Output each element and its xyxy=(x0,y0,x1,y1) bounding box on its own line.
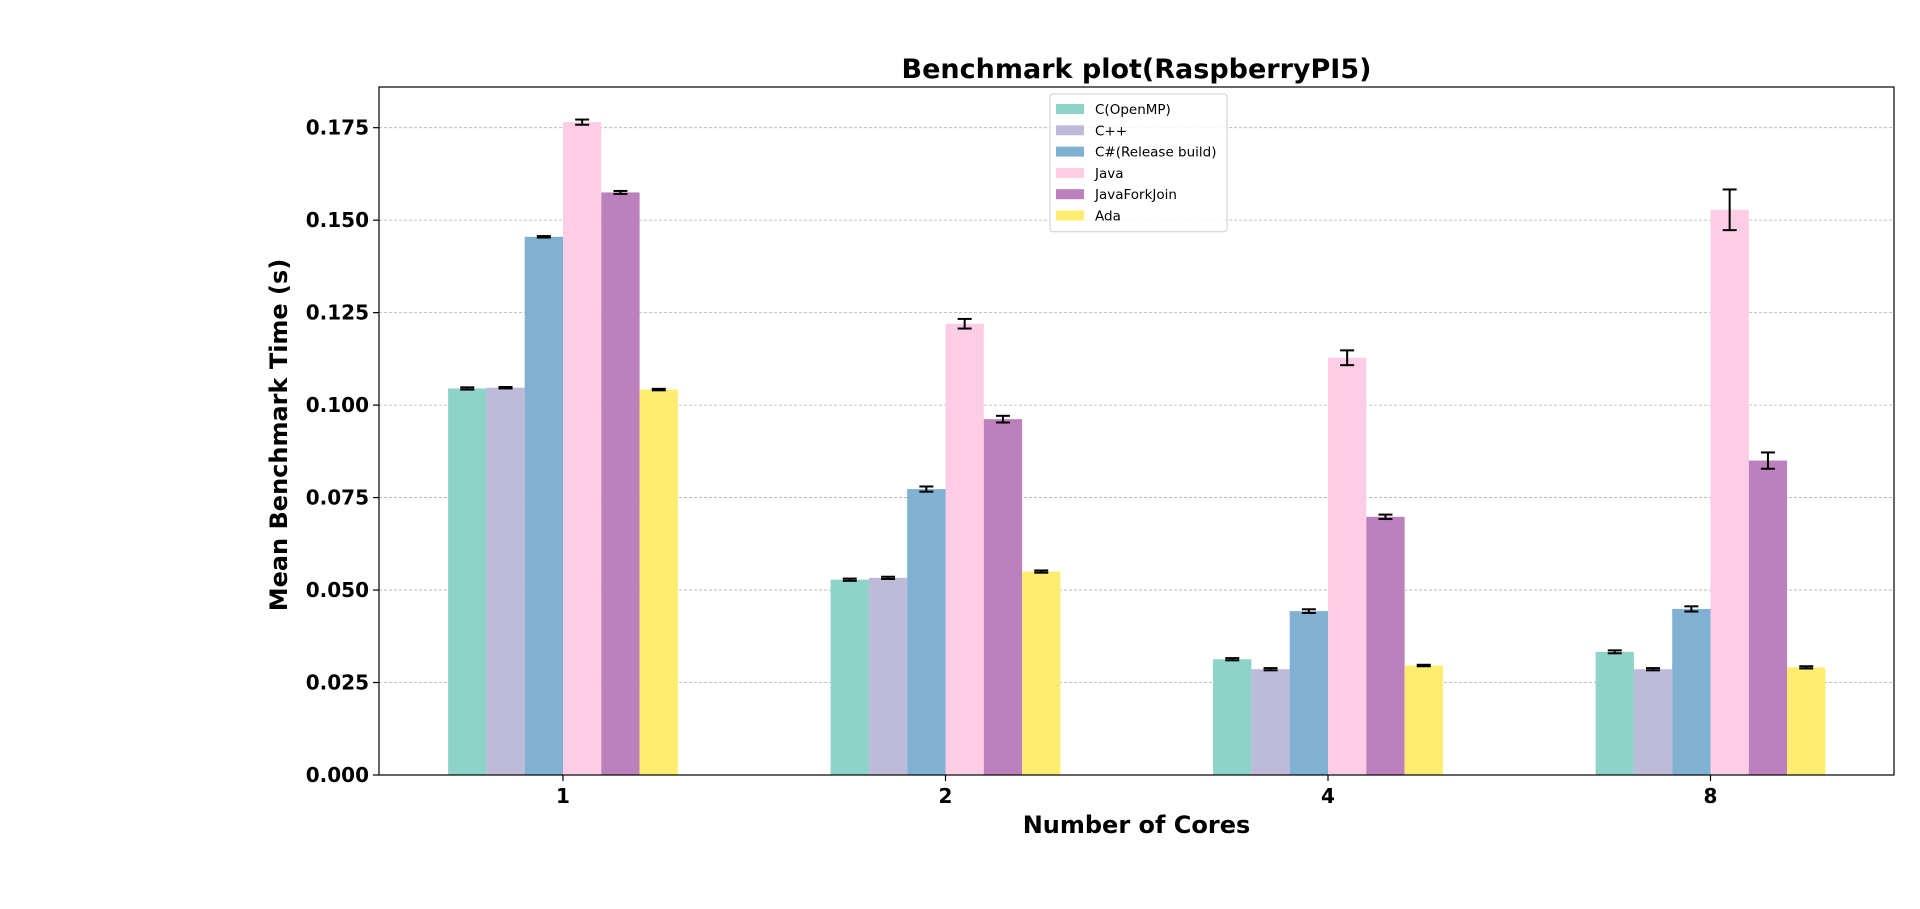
bar xyxy=(1633,669,1673,775)
chart-title: Benchmark plot(RaspberryPI5) xyxy=(902,54,1372,85)
legend-swatch xyxy=(1056,146,1084,157)
bar xyxy=(1787,667,1826,775)
y-tick-label: 0.000 xyxy=(306,763,369,787)
error-bar xyxy=(1799,665,1814,670)
x-tick-label: 2 xyxy=(939,784,953,808)
y-tick-label: 0.075 xyxy=(306,486,369,510)
legend-swatch xyxy=(1056,104,1084,114)
bar xyxy=(1213,659,1252,775)
legend-entry: JavaForkJoin xyxy=(1094,187,1177,203)
bar xyxy=(830,579,869,775)
bar xyxy=(563,122,602,776)
bars xyxy=(448,122,1826,776)
bar xyxy=(1404,665,1443,775)
legend-swatch xyxy=(1056,189,1084,200)
legend-swatch xyxy=(1056,210,1084,221)
legend: C(OpenMP) C++ C#(Release build) Java JavaFor… xyxy=(1049,93,1228,233)
legend-swatch xyxy=(1056,125,1084,136)
y-tick-label: 0.025 xyxy=(306,671,369,695)
error-bar xyxy=(613,189,628,195)
error-bar xyxy=(1684,605,1699,613)
bar xyxy=(639,389,678,775)
y-axis-label: Mean Benchmark Time (s) xyxy=(265,259,293,612)
error-bar xyxy=(1607,649,1622,655)
error-bar xyxy=(498,385,513,390)
error-bar xyxy=(1722,188,1737,232)
plot-area-frame xyxy=(378,86,1895,776)
bar xyxy=(524,236,563,775)
bar xyxy=(1022,571,1061,775)
error-bar xyxy=(1225,657,1240,662)
legend-entry: Ada xyxy=(1095,209,1121,225)
error-bar xyxy=(1340,349,1355,367)
bar xyxy=(1672,608,1711,775)
bar xyxy=(945,323,984,775)
bar xyxy=(1328,357,1367,775)
bar xyxy=(868,577,908,775)
y-tick-label: 0.175 xyxy=(306,116,369,140)
bar xyxy=(1710,209,1749,775)
error-bar xyxy=(1646,667,1661,672)
bar xyxy=(907,489,946,775)
legend-entry: C++ xyxy=(1095,123,1127,139)
error-bar xyxy=(1301,608,1316,614)
y-tick-label: 0.125 xyxy=(306,301,369,325)
error-bar xyxy=(651,387,666,392)
legend-entry: C#(Release build) xyxy=(1095,145,1217,161)
bar xyxy=(448,388,487,775)
legend-frame xyxy=(1049,93,1228,233)
error-bar xyxy=(460,386,475,391)
x-tick-label: 4 xyxy=(1321,784,1335,808)
legend-entry: C(OpenMP) xyxy=(1095,102,1171,118)
bar xyxy=(1748,460,1788,775)
legend-entry: Java xyxy=(1094,166,1124,182)
error-bar xyxy=(1263,667,1278,672)
x-axis-ticks: 1 2 4 8 xyxy=(556,775,1717,808)
y-tick-label: 0.150 xyxy=(306,208,369,232)
bar xyxy=(1289,611,1328,775)
error-bar xyxy=(1760,451,1775,470)
error-bar xyxy=(842,577,857,582)
bar xyxy=(1366,516,1405,775)
x-axis-label: Number of Cores xyxy=(1023,811,1251,839)
bar xyxy=(1595,651,1634,775)
y-tick-label: 0.100 xyxy=(306,393,369,417)
error-bar xyxy=(1034,569,1049,574)
error-bar xyxy=(1378,513,1393,521)
error-bar xyxy=(1416,663,1431,668)
y-axis-ticks: 0.000 0.025 0.050 0.075 0.100 0.125 0.150 0.175 xyxy=(306,116,379,787)
error-bars xyxy=(460,118,1814,672)
error-bar xyxy=(575,118,590,126)
error-bar xyxy=(536,235,551,239)
x-tick-label: 1 xyxy=(556,784,570,808)
bar xyxy=(601,192,640,775)
bar xyxy=(983,419,1023,775)
error-bar xyxy=(881,575,896,580)
error-bar xyxy=(995,414,1010,424)
error-bar xyxy=(919,485,934,493)
y-tick-label: 0.050 xyxy=(306,578,369,602)
legend-swatch xyxy=(1056,167,1084,178)
error-bar xyxy=(957,317,972,330)
bar xyxy=(486,387,525,775)
bar xyxy=(1251,669,1290,775)
x-tick-label: 8 xyxy=(1704,784,1718,808)
